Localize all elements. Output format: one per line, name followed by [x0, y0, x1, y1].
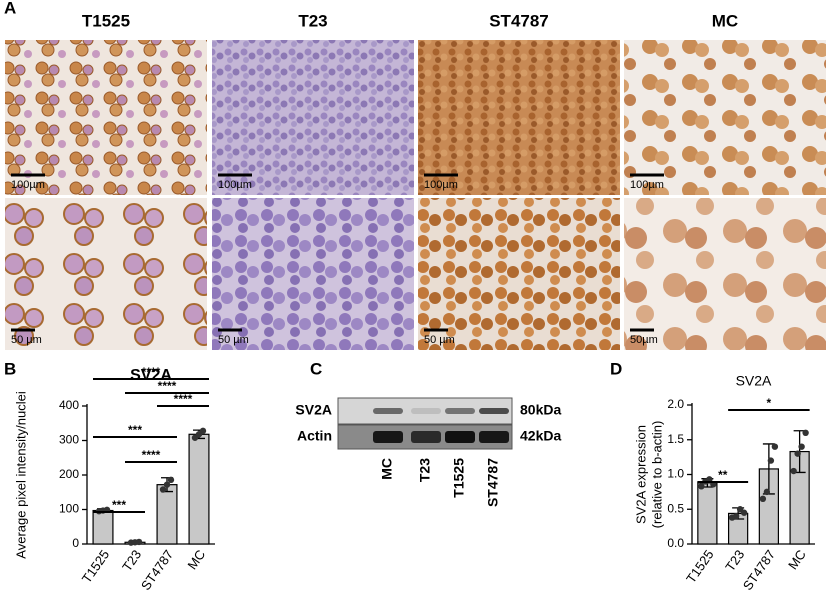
y-tick-label: 200: [59, 467, 79, 481]
blot-row-label: SV2A: [295, 402, 332, 418]
micrograph: [5, 40, 207, 195]
data-point: [771, 443, 779, 450]
column-header: T1525: [82, 11, 130, 30]
x-tick-label: T23: [119, 547, 144, 574]
x-tick-label: ST4787: [138, 547, 176, 593]
data-point: [167, 476, 175, 484]
data-point: [199, 427, 207, 435]
x-tick-label: ST4787: [740, 547, 778, 593]
column-header: ST4787: [489, 11, 549, 30]
panel-label: B: [4, 359, 16, 378]
scale-bar-label: 50 µm: [11, 334, 42, 346]
significance-label: ***: [112, 498, 126, 512]
western-blot: SV2A 80kDa Actin 42kDa MC T23 T1525 ST4787: [295, 397, 561, 507]
y-tick-label: 0.0: [667, 536, 684, 550]
bar: [156, 484, 178, 545]
significance-label: ****: [142, 365, 161, 379]
data-point: [135, 538, 143, 546]
data-point: [798, 443, 805, 450]
data-point: [763, 488, 771, 496]
scale-bar-label: 100µm: [630, 179, 664, 191]
blot-band: [373, 408, 403, 414]
chart-title: SV2A: [736, 373, 772, 389]
blot-band: [411, 431, 441, 443]
x-tick-label: MC: [184, 547, 208, 572]
blot-band: [479, 408, 509, 414]
bar: [697, 482, 718, 545]
micrograph: [418, 198, 620, 350]
blot-row-label: Actin: [297, 428, 332, 444]
bar: [188, 433, 210, 545]
micrograph-grid: T1525 100µm 50 µm T23 100µm 50 µm ST4787 100µm 5…: [5, 11, 826, 350]
scale-bar-label: 100µm: [11, 179, 45, 191]
data-point: [767, 457, 775, 464]
y-tick-label: 300: [59, 433, 79, 447]
significance-label: ****: [158, 379, 177, 393]
scale-bar-label: 50µm: [630, 334, 658, 346]
panel-label: C: [310, 359, 322, 378]
blot-size-label: 80kDa: [520, 402, 561, 418]
data-point: [698, 483, 705, 490]
y-tick-label: 1.0: [667, 467, 684, 481]
significance-label: ***: [128, 423, 142, 437]
micrograph: [418, 40, 620, 195]
y-tick-label: 0: [72, 536, 79, 550]
data-point: [802, 429, 809, 436]
data-point: [794, 450, 801, 457]
panel-label: D: [610, 359, 622, 378]
data-point: [740, 509, 748, 516]
x-tick-label: MC: [785, 547, 809, 572]
column-header: T23: [298, 11, 327, 30]
y-axis-label: (relative to b-actin): [649, 421, 664, 529]
data-point: [759, 495, 767, 503]
y-tick-label: 1.5: [667, 432, 684, 446]
lane-label: T23: [417, 458, 433, 482]
data-point: [706, 476, 713, 483]
y-tick-label: 0.5: [667, 501, 684, 515]
lane-label: T1525: [451, 458, 467, 498]
micrograph: [5, 198, 207, 350]
y-axis-label: Average pixel intensity/nuclei: [13, 391, 28, 559]
data-point: [163, 481, 171, 488]
lane-label: ST4787: [485, 458, 501, 507]
blot-band: [373, 431, 403, 443]
panel-label: A: [4, 0, 16, 17]
significance-label: ****: [142, 448, 161, 462]
data-point: [790, 467, 797, 475]
x-tick-label: T1525: [683, 547, 716, 586]
scale-bar-label: 100µm: [218, 179, 252, 191]
y-tick-label: 2.0: [667, 397, 684, 411]
y-tick-label: 400: [59, 398, 79, 412]
data-point: [732, 513, 740, 520]
lane-label: MC: [379, 458, 395, 480]
scale-bar-label: 50 µm: [218, 334, 249, 346]
x-tick-label: T23: [722, 547, 747, 574]
column-header: MC: [712, 11, 738, 30]
micrograph: [624, 40, 826, 195]
significance-label: **: [718, 468, 728, 482]
blot-band: [479, 431, 509, 443]
micrograph: [212, 198, 414, 350]
scale-bar-label: 100µm: [424, 179, 458, 191]
y-axis-label: SV2A expression: [633, 425, 648, 524]
scale-bar-label: 50 µm: [424, 334, 455, 346]
micrograph: [212, 40, 414, 195]
blot-size-label: 42kDa: [520, 428, 561, 444]
blot-band: [445, 408, 475, 414]
blot-band: [445, 431, 475, 443]
significance-label: *: [767, 396, 772, 410]
x-tick-label: T1525: [79, 547, 112, 586]
micrograph: [624, 198, 826, 350]
bar: [92, 509, 114, 545]
blot-band: [411, 408, 441, 414]
y-tick-label: 100: [59, 502, 79, 516]
data-point: [159, 486, 167, 493]
significance-label: ****: [174, 392, 193, 406]
